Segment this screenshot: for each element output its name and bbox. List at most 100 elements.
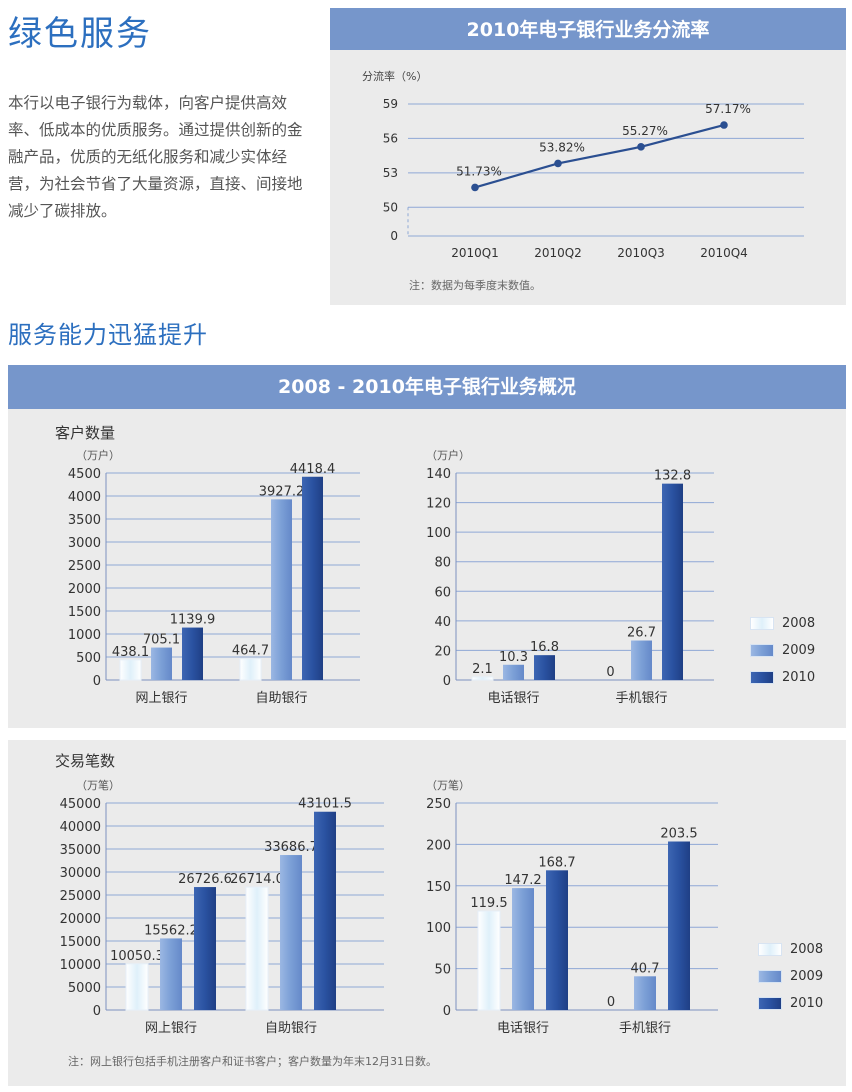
data-label: 26726.6 <box>178 872 232 887</box>
y-tick-label: 100 <box>426 526 451 541</box>
data-label: 438.1 <box>112 645 149 660</box>
data-point <box>720 121 728 129</box>
y-tick-label: 0 <box>443 674 451 689</box>
bar-2008 <box>471 676 494 681</box>
legend-swatch <box>750 644 774 657</box>
data-label: 15562.2 <box>144 923 198 938</box>
data-label: 119.5 <box>470 896 507 911</box>
y-tick-label: 30000 <box>60 866 101 881</box>
customers-large-bar-chart: （万户） 4500 4000 3500 3000 2500 2000 1500 1000 500 0… <box>68 448 360 706</box>
y-tick-label: 0 <box>93 674 101 689</box>
section-title: 绿色服务 <box>8 14 152 54</box>
y-tick-label: 50 <box>383 200 398 214</box>
data-label: 1139.9 <box>170 613 216 628</box>
data-label: 705.1 <box>143 633 180 648</box>
legend-item: 2009 <box>750 637 815 664</box>
data-label: 0 <box>606 665 614 680</box>
legend-transactions: 2008 2009 2010 <box>758 936 823 1017</box>
data-label: 203.5 <box>660 827 697 842</box>
data-label: 168.7 <box>538 855 575 870</box>
y-tick-label: 59 <box>383 97 398 111</box>
data-point <box>637 143 645 151</box>
x-tick-label: 网上银行 <box>145 1021 197 1036</box>
bar-2009 <box>151 647 172 680</box>
bar-2010 <box>662 483 683 680</box>
data-label: 147.2 <box>504 873 541 888</box>
data-label: 40.7 <box>631 961 660 976</box>
bar-2010 <box>534 655 555 680</box>
data-point <box>554 159 562 168</box>
y-tick-label: 500 <box>76 651 101 666</box>
x-tick-label: 电话银行 <box>487 691 539 706</box>
y-tick-label: 200 <box>426 838 451 853</box>
data-label: 0 <box>607 995 615 1010</box>
transactions-group-label: 交易笔数 <box>55 752 116 770</box>
bar-2009 <box>280 855 302 1010</box>
y-tick-label: 120 <box>426 497 451 512</box>
y-tick-label: 53 <box>383 166 398 180</box>
bar-2010 <box>546 870 568 1010</box>
bar-2008 <box>239 658 262 681</box>
y-tick-label: 0 <box>390 229 398 243</box>
data-label: 132.8 <box>654 469 691 484</box>
data-label: 26714.0 <box>230 872 284 887</box>
legend-swatch <box>758 943 782 956</box>
x-tick-label: 网上银行 <box>135 691 187 706</box>
bar-2008 <box>477 910 501 1011</box>
y-tick-label: 56 <box>383 131 398 145</box>
y-tick-label: 60 <box>434 585 451 600</box>
legend-label: 2008 <box>782 616 816 631</box>
legend-item: 2010 <box>758 990 823 1017</box>
data-label: 464.7 <box>232 644 269 659</box>
bar-2010 <box>182 627 203 680</box>
y-tick-label: 150 <box>426 880 451 895</box>
x-tick-label: 2010Q3 <box>617 246 665 260</box>
legend-swatch <box>758 970 782 983</box>
diversion-line-chart: 分流率（%） 59 56 53 50 0 51.73% 2010Q1 53.82% 2010Q2 5… <box>362 69 804 260</box>
legend-customers: 2008 2009 2010 <box>750 610 815 691</box>
data-label: 51.73% <box>456 164 502 178</box>
data-label: 26.7 <box>627 626 656 641</box>
y-axis-unit: （万笔） <box>76 778 120 792</box>
y-axis-unit: （万户） <box>76 448 120 462</box>
data-label: 55.27% <box>622 124 668 138</box>
bar-2010 <box>668 841 690 1010</box>
y-tick-label: 4000 <box>68 490 101 505</box>
y-tick-label: 140 <box>426 467 451 482</box>
data-point <box>471 183 479 192</box>
subsection-title: 服务能力迅猛提升 <box>8 321 208 349</box>
footnote: 注：网上银行包括手机注册客户和证书客户；客户数量为年末12月31日数。 <box>68 1055 437 1068</box>
y-axis-title: 分流率（%） <box>362 69 427 83</box>
legend-label: 2010 <box>782 670 816 685</box>
legend-item: 2008 <box>750 610 815 637</box>
y-tick-label: 0 <box>93 1004 101 1019</box>
y-tick-label: 80 <box>434 556 451 571</box>
y-axis-unit: （万笔） <box>426 778 470 792</box>
x-tick-label: 手机银行 <box>619 1021 671 1036</box>
data-label: 10.3 <box>499 650 528 665</box>
legend-label: 2010 <box>790 996 824 1011</box>
bar-2010 <box>314 811 336 1010</box>
y-tick-label: 35000 <box>60 843 101 858</box>
legend-swatch <box>758 997 782 1010</box>
y-tick-label: 250 <box>426 797 451 812</box>
x-tick-label: 2010Q4 <box>700 246 748 260</box>
data-label: 2.1 <box>472 662 493 677</box>
bar-2010 <box>194 887 216 1010</box>
transactions-large-bar-chart: （万笔） 45000 40000 35000 30000 25000 20000 15000 1… <box>60 778 384 1036</box>
bar-2008 <box>245 886 269 1011</box>
bar-2009 <box>503 664 524 680</box>
customers-small-bar-chart: （万户） 140 120 100 80 60 40 20 0 2.1 10.316.8 电话银行 0 26… <box>426 448 714 706</box>
legend-swatch <box>750 671 774 684</box>
intro-paragraph: 本行以电子银行为载体，向客户提供高效率、低成本的优质服务。通过提供创新的金融产品… <box>8 94 303 220</box>
bar-2009 <box>160 938 182 1010</box>
y-tick-label: 5000 <box>68 981 101 996</box>
legend-label: 2009 <box>782 643 816 658</box>
bar-2009 <box>271 499 292 680</box>
bar-2009 <box>631 640 652 680</box>
y-tick-label: 2500 <box>68 559 101 574</box>
data-label: 33686.7 <box>264 840 318 855</box>
bar-2009 <box>634 976 656 1010</box>
transactions-panel <box>8 740 846 1086</box>
x-tick-label: 手机银行 <box>615 691 667 706</box>
